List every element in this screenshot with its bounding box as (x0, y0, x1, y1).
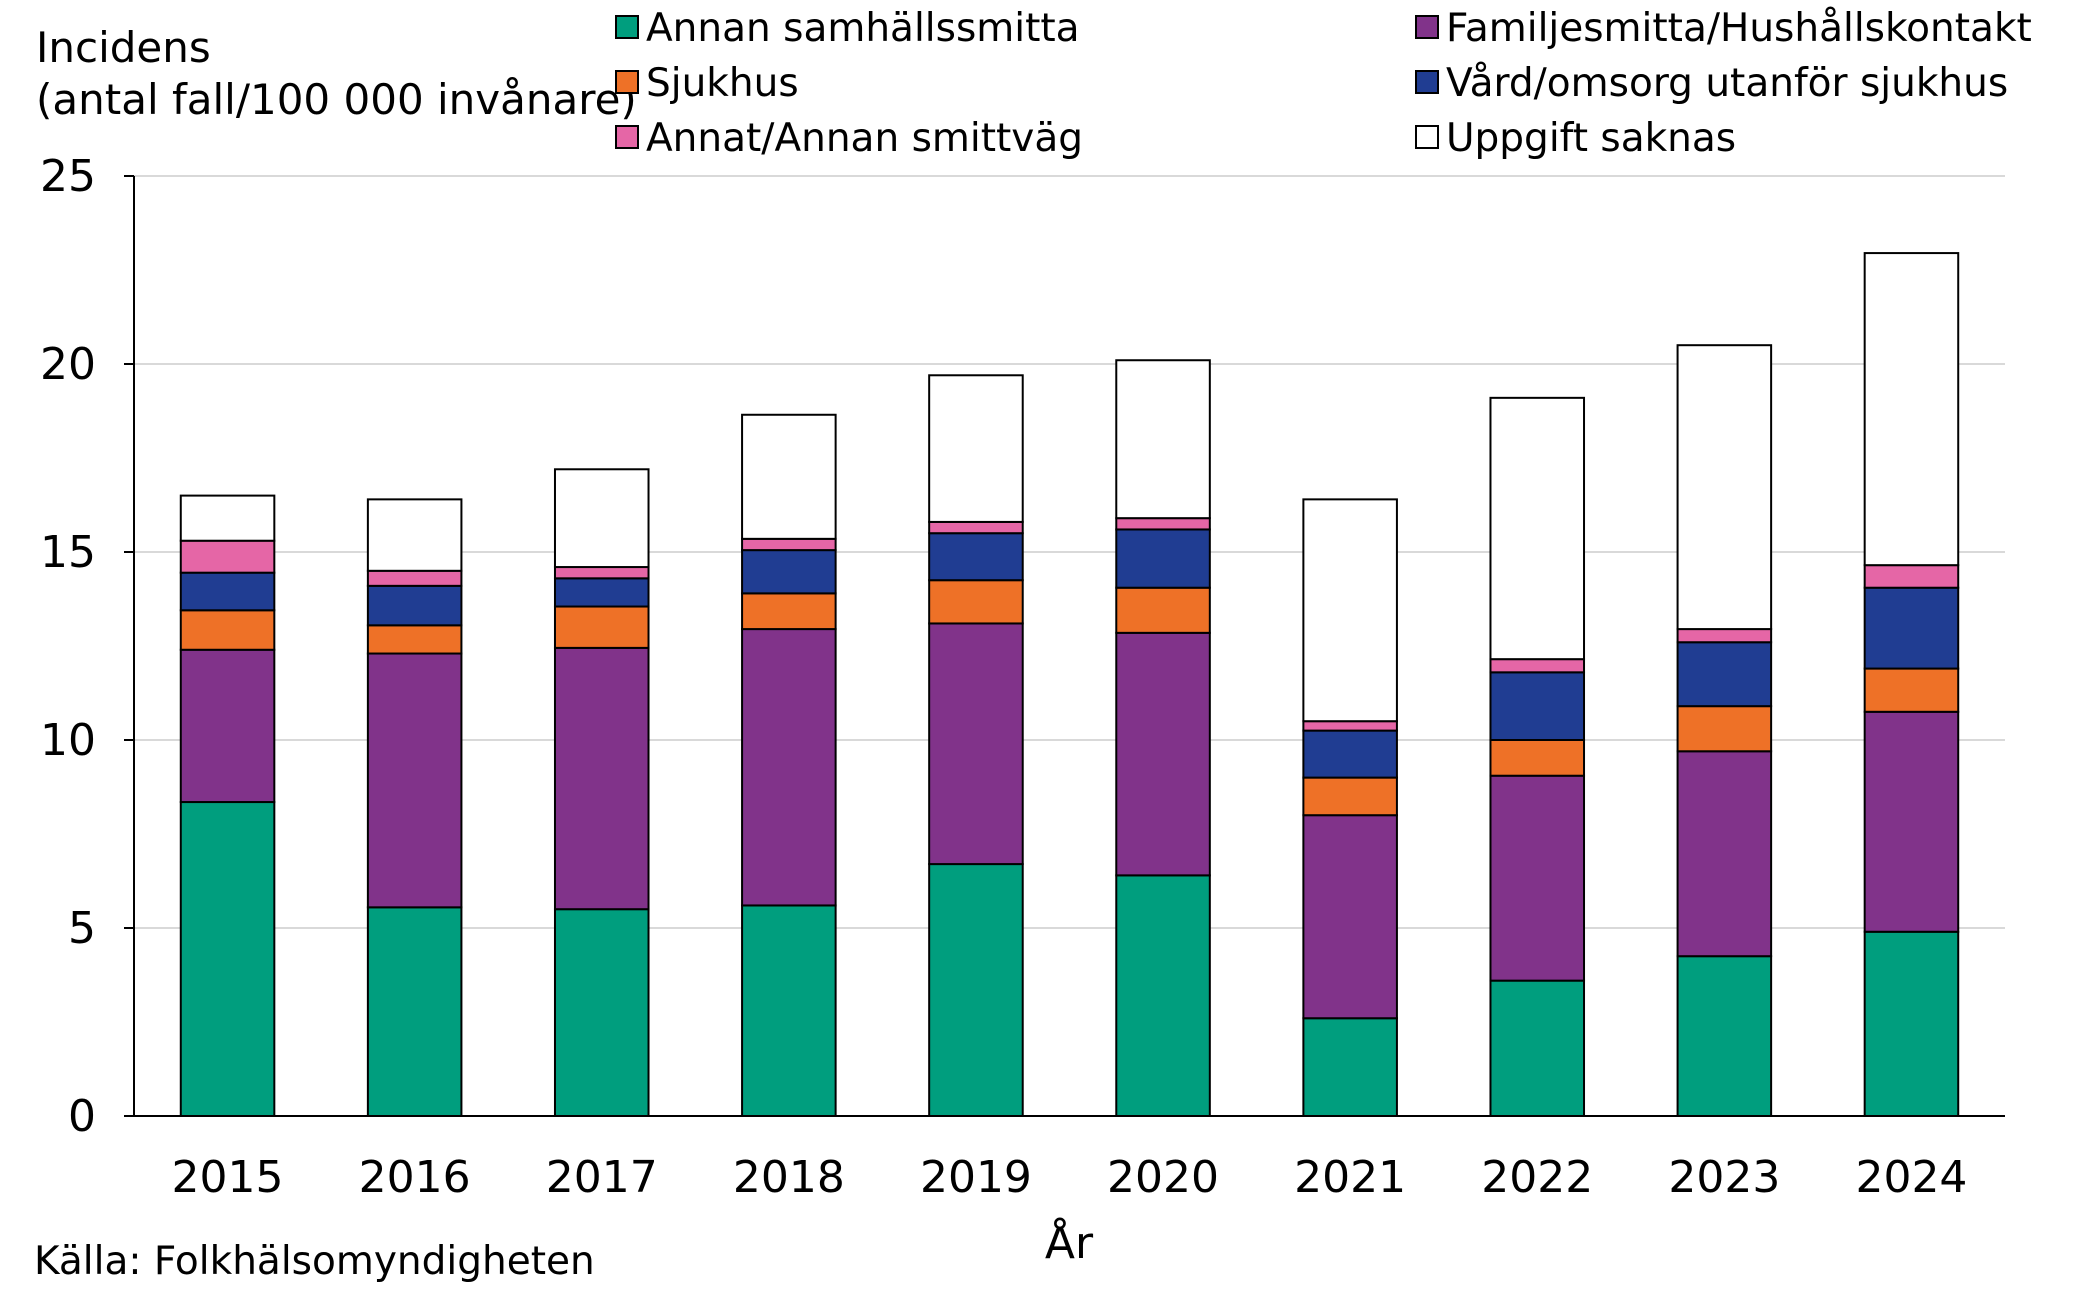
bar-segment-2024-1 (1863, 930, 1960, 1118)
x-tick-label-2016: 2016 (359, 1152, 471, 1203)
y-axis-title-line-2: (antal fall/100 000 invånare) (36, 75, 637, 124)
bar-segment-2021-3 (1302, 776, 1398, 817)
bar-segment-2024-5 (1863, 564, 1960, 589)
bar-segment-2021-2 (1302, 814, 1398, 1020)
bar-segment-2022-1 (1489, 979, 1586, 1118)
x-tick-label-2020: 2020 (1107, 1152, 1219, 1203)
bar-segment-2020-3 (1115, 586, 1211, 634)
bar-segment-2022-6 (1489, 396, 1586, 661)
bar-segment-2023-4 (1676, 641, 1773, 708)
bar-segment-2017-2 (553, 646, 650, 911)
bar-segment-2022-2 (1489, 774, 1586, 982)
bar-segment-2015-5 (179, 539, 276, 574)
y-tick-label: 25 (40, 151, 96, 202)
bar-segment-2016-2 (366, 652, 463, 909)
bar-segment-2018-6 (741, 413, 837, 540)
legend-swatch-6 (1415, 125, 1439, 149)
legend-swatch-4 (1415, 70, 1439, 94)
bar-segment-2020-2 (1115, 631, 1211, 877)
source-note: Källa: Folkhälsomyndigheten (34, 1239, 595, 1284)
legend-label-6: Uppgift saknas (1446, 116, 1736, 161)
legend: Annan samhällssmitta Familjesmitta/Hushål… (615, 6, 2032, 161)
y-tick-label: 15 (40, 527, 96, 578)
bar-segment-2020-5 (1115, 517, 1211, 531)
bar-segment-2019-1 (928, 863, 1024, 1118)
bar-segment-2016-3 (366, 624, 463, 655)
bars (179, 252, 1960, 1118)
y-axis-title-line-1: Incidens (36, 23, 211, 72)
bar-segment-2017-3 (553, 605, 650, 649)
bar-segment-2019-3 (928, 579, 1024, 625)
legend-label-5: Annat/Annan smittväg (646, 116, 1083, 161)
bar-segment-2022-3 (1489, 739, 1586, 777)
bar-segment-2017-5 (553, 566, 650, 580)
x-tick-label-2019: 2019 (920, 1152, 1032, 1203)
x-tick-label-2015: 2015 (172, 1152, 284, 1203)
axes (133, 176, 2005, 1117)
legend-swatch-2 (1415, 15, 1439, 39)
bar-segment-2023-1 (1676, 955, 1773, 1118)
bar-segment-2022-5 (1489, 658, 1586, 674)
y-tick-label: 20 (40, 339, 96, 390)
bar-segment-2017-6 (553, 468, 650, 569)
bar-segment-2015-3 (179, 609, 276, 651)
legend-label-4: Vård/omsorg utanför sjukhus (1446, 61, 2008, 106)
legend-swatch-1 (615, 15, 639, 39)
x-tick-label-2017: 2017 (546, 1152, 658, 1203)
bar-segment-2019-5 (928, 520, 1024, 535)
bar-segment-2021-1 (1302, 1017, 1398, 1117)
bar-segment-2024-6 (1863, 252, 1960, 567)
bar-segment-2015-1 (179, 801, 276, 1117)
bar-segment-2016-1 (366, 906, 463, 1117)
legend-label-3: Sjukhus (646, 61, 799, 106)
y-tick-label: 0 (68, 1091, 96, 1142)
bar-segment-2018-3 (741, 592, 837, 631)
bar-segment-2024-4 (1863, 586, 1960, 670)
bar-segment-2022-4 (1489, 671, 1586, 742)
bar-segment-2020-1 (1115, 874, 1211, 1117)
bar-segment-2024-3 (1863, 667, 1960, 713)
bar-segment-2020-6 (1115, 359, 1211, 520)
bar-segment-2021-6 (1302, 498, 1398, 723)
bar-segment-2019-2 (928, 622, 1024, 866)
bar-segment-2015-6 (179, 494, 276, 542)
legend-label-1: Annan samhällssmitta (646, 6, 1080, 51)
bar-segment-2018-1 (741, 904, 837, 1117)
x-tick-labels: 2015 2016 2017 2018 2019 2020 2021 2022 2023 2024 (172, 1152, 1968, 1203)
legend-swatch-5 (615, 125, 639, 149)
x-tick-label-2021: 2021 (1294, 1152, 1406, 1203)
bar-segment-2020-4 (1115, 528, 1211, 589)
bar-segment-2019-4 (928, 532, 1024, 582)
bar-segment-2018-5 (741, 537, 837, 552)
bar-segment-2021-4 (1302, 729, 1398, 779)
bar-segment-2023-2 (1676, 750, 1773, 958)
bar-segment-2018-4 (741, 549, 837, 595)
x-tick-label-2022: 2022 (1481, 1152, 1593, 1203)
bar-segment-2023-3 (1676, 705, 1773, 753)
legend-label-2: Familjesmitta/Hushållskontakt (1446, 6, 2032, 51)
bar-segment-2016-5 (366, 569, 463, 587)
x-axis-title: År (1045, 1216, 1094, 1269)
bar-segment-2017-1 (553, 908, 650, 1118)
bar-segment-2021-5 (1302, 720, 1398, 732)
y-tick-label: 5 (68, 903, 96, 954)
bar-segment-2015-4 (179, 571, 276, 612)
bar-segment-2016-6 (366, 498, 463, 572)
bar-segment-2018-2 (741, 628, 837, 907)
x-tick-label-2024: 2024 (1855, 1152, 1967, 1203)
bar-segment-2015-2 (179, 648, 276, 804)
legend-swatch-3 (615, 70, 639, 94)
y-tick-labels: 0 5 10 15 20 25 (40, 151, 134, 1142)
y-tick-label: 10 (40, 715, 96, 766)
x-tick-label-2018: 2018 (733, 1152, 845, 1203)
bar-segment-2023-6 (1676, 344, 1773, 631)
bar-segment-2016-4 (366, 584, 463, 627)
x-tick-label-2023: 2023 (1668, 1152, 1780, 1203)
bar-segment-2024-2 (1863, 710, 1960, 933)
bar-segment-2017-4 (553, 577, 650, 608)
bar-segment-2019-6 (928, 374, 1024, 523)
bar-segment-2023-5 (1676, 628, 1773, 644)
